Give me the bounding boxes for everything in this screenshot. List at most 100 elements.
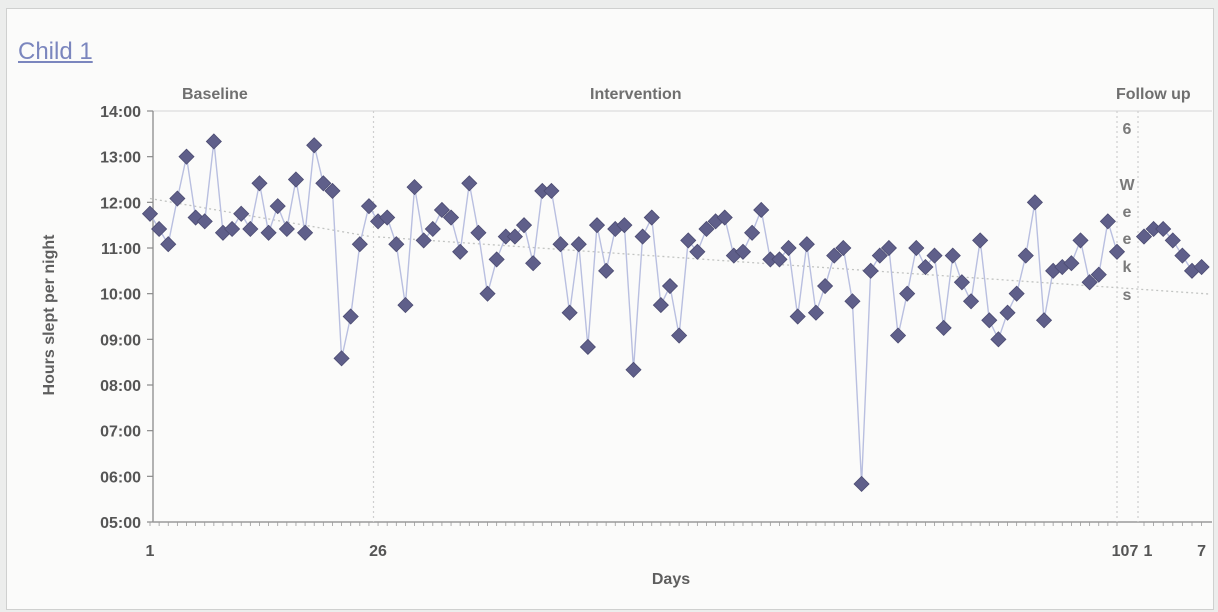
chart-frame [6, 8, 1214, 610]
data-point [598, 262, 615, 279]
data-point [616, 217, 633, 234]
chart-title: Child 1 [18, 38, 93, 65]
data-point [515, 217, 533, 234]
data-point [169, 190, 186, 207]
data-point [680, 232, 697, 249]
data-point [780, 239, 797, 257]
y-tick-label: 09:00 [100, 332, 141, 349]
data-point [315, 175, 332, 192]
trend-line [378, 236, 1209, 295]
data-point [917, 258, 934, 276]
data-point [442, 209, 460, 226]
data-point [151, 220, 168, 238]
phase-gap-label-char: 6 [1122, 121, 1132, 138]
data-point [944, 247, 961, 264]
phase-gap-label-char: e [1122, 231, 1132, 248]
data-point [178, 148, 195, 165]
data-point [297, 224, 314, 241]
data-point-follow-up [1193, 258, 1210, 276]
data-point [160, 236, 177, 253]
data-point [525, 255, 542, 272]
data-point [661, 277, 679, 295]
data-point [634, 228, 651, 245]
data-point [1035, 312, 1053, 329]
data-point [1072, 232, 1089, 249]
data-point [835, 239, 852, 257]
data-point [935, 319, 952, 336]
data-point [360, 198, 378, 215]
data-point [899, 285, 916, 302]
y-tick-label: 07:00 [100, 424, 141, 441]
data-point [233, 205, 250, 222]
data-point [1026, 194, 1043, 211]
data-point [1099, 213, 1116, 230]
y-tick-label: 08:00 [100, 378, 141, 395]
data-point [826, 247, 843, 264]
data-point [379, 209, 396, 226]
data-point [689, 243, 706, 260]
data-point [561, 304, 578, 321]
data-point [643, 209, 660, 226]
data-point [716, 209, 733, 226]
data-point [196, 213, 213, 230]
data-point [579, 338, 596, 356]
data-point [853, 475, 870, 493]
data-point [908, 239, 925, 257]
data-point [205, 133, 222, 150]
data-point [433, 201, 450, 219]
data-point [552, 236, 569, 253]
data-point [570, 236, 587, 253]
y-tick-label: 14:00 [100, 104, 141, 121]
data-point [999, 304, 1016, 321]
trend-line [149, 197, 370, 237]
data-point [962, 293, 980, 310]
data-point [972, 232, 989, 249]
phase-gap-label-char: k [1122, 259, 1132, 276]
data-point [753, 201, 770, 219]
series-line [149, 141, 1118, 484]
data-point [807, 304, 825, 321]
phase-gap-label-char: s [1122, 287, 1132, 304]
data-point [1063, 255, 1080, 272]
phase-label-intervention: Intervention [590, 86, 682, 103]
data-point [926, 247, 943, 264]
data-point [479, 285, 496, 302]
data-point-follow-up [1164, 232, 1181, 249]
data-point [671, 327, 688, 344]
data-point [862, 262, 879, 279]
data-point [470, 224, 487, 241]
data-point [652, 297, 669, 314]
data-point [488, 251, 505, 268]
phase-gap-label-char: e [1122, 204, 1132, 221]
data-point [342, 308, 359, 325]
data-point [306, 137, 323, 154]
data-point [844, 293, 861, 310]
phase-gap-label-char: W [1119, 177, 1135, 194]
data-point-follow-up [1155, 220, 1172, 238]
data-point [269, 198, 286, 215]
data-point [771, 251, 788, 268]
data-point [1017, 247, 1034, 264]
y-tick-label: 05:00 [100, 515, 141, 532]
data-point [324, 182, 341, 199]
x-tick-label: 7 [1197, 543, 1206, 560]
y-tick-label: 06:00 [100, 469, 141, 486]
data-point [625, 361, 642, 378]
data-point [351, 236, 368, 253]
data-point-follow-up [1135, 228, 1153, 245]
data-point [698, 220, 715, 238]
data-point [287, 171, 305, 188]
data-point [734, 243, 752, 260]
data-point [744, 224, 761, 241]
data-point [415, 232, 432, 249]
data-point [889, 327, 907, 344]
x-tick-label: 1 [1144, 543, 1153, 560]
data-point [278, 220, 295, 238]
data-point [406, 179, 423, 196]
data-point [388, 236, 405, 253]
x-tick-label: 107 [1112, 543, 1139, 560]
data-point [1081, 274, 1098, 291]
data-point [333, 350, 350, 367]
data-point [798, 236, 815, 253]
